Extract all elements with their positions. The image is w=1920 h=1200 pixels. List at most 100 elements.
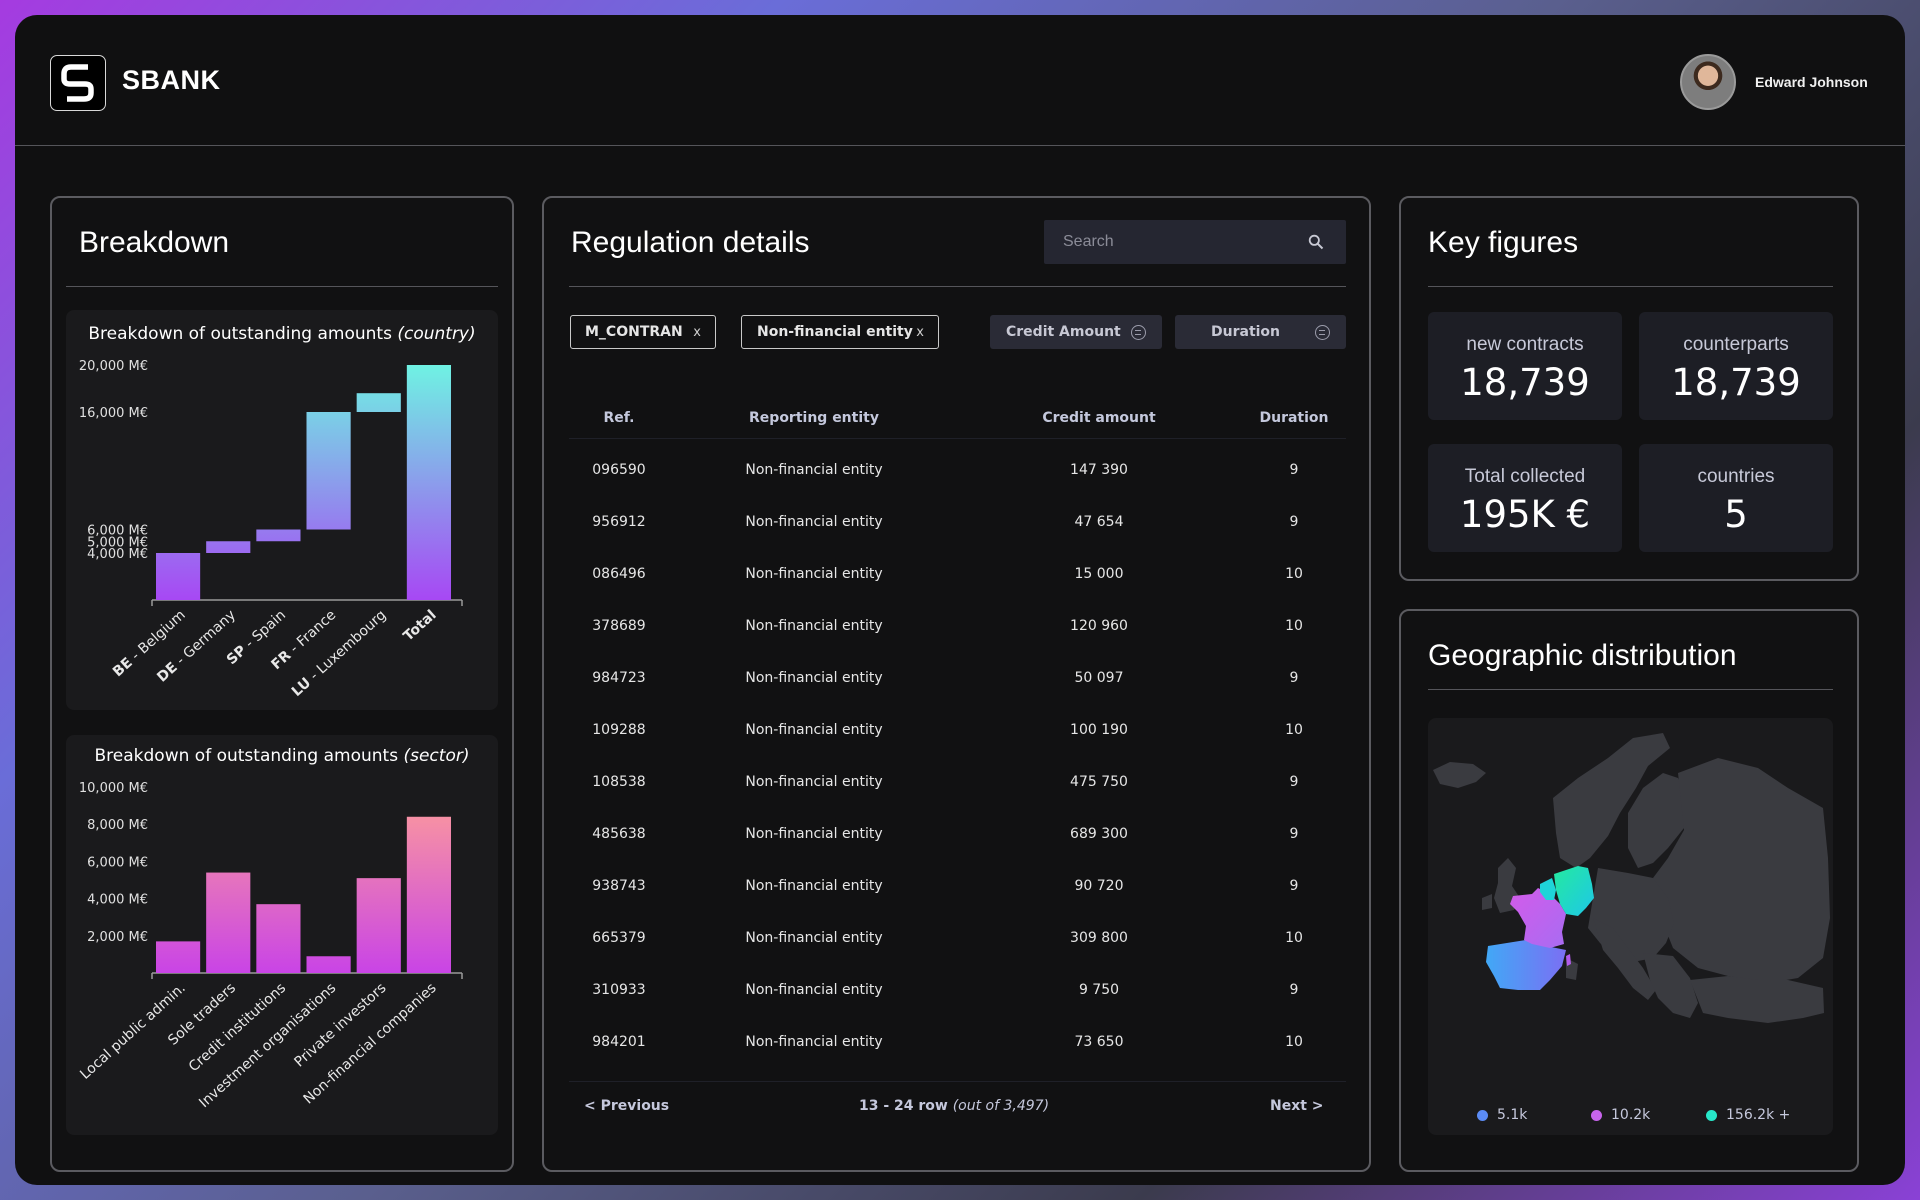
breakdown-panel: Breakdown Breakdown of outstanding amoun… [50,196,514,1172]
sort-duration-button[interactable]: Duration [1175,315,1346,349]
y-tick-label: 4,000 M€ [87,547,148,562]
s-logo-icon[interactable] [50,55,106,111]
cell-ref: 984201 [592,1034,646,1050]
bar[interactable] [156,553,201,600]
country-chart-title: Breakdown of outstanding amounts (countr… [66,324,498,344]
page-range-text: 13 - 24 row [858,1098,948,1114]
close-icon[interactable]: x [693,324,701,340]
table-row[interactable]: 310933 Non-financial entity 9 750 9 [569,964,1344,1016]
key-figures-title: Key figures [1428,226,1579,259]
avatar[interactable] [1680,54,1736,110]
chip-label: M_CONTRAN [585,324,683,340]
chart-title-qualifier: (sector) [403,746,470,766]
chart-title-qualifier: (country) [397,324,476,344]
user-name[interactable]: Edward Johnson [1755,74,1868,90]
column-header-ref[interactable]: Ref. [603,410,635,426]
cell-entity: Non-financial entity [745,930,883,946]
legend-dot [1706,1109,1717,1121]
column-header-credit[interactable]: Credit amount [1042,410,1156,426]
sort-label: Credit Amount [1006,324,1121,340]
chart-title-text: Breakdown of outstanding amounts [88,324,392,344]
cell-credit: 120 960 [1070,618,1128,634]
search-box[interactable] [1044,220,1346,264]
cell-credit: 147 390 [1070,462,1128,478]
cell-duration: 9 [1289,774,1299,790]
bar[interactable] [356,393,401,412]
geo-title: Geographic distribution [1428,639,1737,672]
next-button[interactable]: Next > [1270,1098,1324,1114]
bar[interactable] [306,956,351,973]
bar[interactable] [206,541,251,553]
legend-label: 156.2k + [1726,1107,1791,1123]
y-tick-label: 8,000 M€ [87,818,148,833]
divider [1428,286,1833,287]
kpi-counterparts: counterparts 18,739 [1639,312,1833,420]
filter-chip-contran[interactable]: M_CONTRAN x [570,315,716,349]
kpi-value: 18,739 [1671,361,1801,404]
close-icon[interactable]: x [916,324,924,340]
bar[interactable] [406,365,451,600]
cell-entity: Non-financial entity [745,826,883,842]
cell-duration: 10 [1285,1034,1303,1050]
table-row[interactable]: 109288 Non-financial entity 100 190 10 [569,704,1344,756]
cell-ref: 984723 [592,670,646,686]
cell-duration: 10 [1285,618,1303,634]
bar[interactable] [256,529,301,542]
filter-chip-entity[interactable]: Non-financial entity x [741,315,939,349]
divider [1428,689,1833,690]
kpi-total-collected: Total collected 195K € [1428,444,1622,552]
cell-credit: 475 750 [1070,774,1128,790]
country-chart: 4,000 M€5,000 M€6,000 M€ 16,000 M€ 20,000 … [79,359,463,700]
europe-map-card: 5.1k 10.2k 156.2k + [1428,718,1833,1135]
bar[interactable] [256,904,301,973]
previous-button[interactable]: < Previous [584,1098,670,1114]
table-row[interactable]: 485638 Non-financial entity 689 300 9 [569,808,1344,860]
table-row[interactable]: 984201 Non-financial entity 73 650 10 [569,1016,1344,1068]
column-header-duration[interactable]: Duration [1259,410,1329,426]
x-tick-label: Total [400,607,439,644]
cell-entity: Non-financial entity [745,1034,883,1050]
table-row[interactable]: 086496 Non-financial entity 15 000 10 [569,548,1344,600]
kpi-value: 5 [1724,493,1748,536]
table-row[interactable]: 665379 Non-financial entity 309 800 10 [569,912,1344,964]
cell-ref: 938743 [592,878,646,894]
cell-ref: 310933 [592,982,646,998]
brand-name: SBANK [122,65,221,95]
table-row[interactable]: 938743 Non-financial entity 90 720 9 [569,860,1344,912]
table-row[interactable]: 984723 Non-financial entity 50 097 9 [569,652,1344,704]
cell-credit: 90 720 [1074,878,1124,894]
table-row[interactable]: 108538 Non-financial entity 475 750 9 [569,756,1344,808]
bar[interactable] [356,878,401,973]
bar[interactable] [406,816,451,973]
table-row[interactable]: 096590 Non-financial entity 147 390 9 [569,444,1344,496]
legend-dot [1477,1109,1488,1121]
cell-duration: 10 [1285,722,1303,738]
kpi-value: 195K € [1459,493,1591,536]
cell-ref: 485638 [592,826,646,842]
bar[interactable] [156,941,201,973]
divider [569,286,1346,287]
cell-entity: Non-financial entity [745,670,883,686]
cell-credit: 47 654 [1074,514,1124,530]
cell-entity: Non-financial entity [745,722,883,738]
table-row[interactable]: 378689 Non-financial entity 120 960 10 [569,600,1344,652]
table-row[interactable]: 956912 Non-financial entity 47 654 9 [569,496,1344,548]
sort-credit-amount-button[interactable]: Credit Amount [990,315,1162,349]
country-chart-card: Breakdown of outstanding amounts (countr… [66,310,498,710]
x-tick-label: LU - Luxembourg [289,607,390,700]
map-country-spain [1486,940,1566,990]
cell-credit: 9 750 [1078,982,1120,998]
kpi-label: countries [1697,466,1775,487]
cell-entity: Non-financial entity [745,982,883,998]
bar[interactable] [206,872,251,973]
search-icon[interactable] [1308,234,1324,250]
divider [66,286,498,287]
column-header-entity[interactable]: Reporting entity [749,410,879,426]
search-input[interactable] [1044,220,1304,264]
cell-credit: 100 190 [1070,722,1128,738]
cell-ref: 108538 [592,774,646,790]
cell-ref: 109288 [592,722,646,738]
cell-duration: 9 [1289,462,1299,478]
legend-label: 10.2k [1611,1107,1651,1123]
bar[interactable] [306,412,351,530]
